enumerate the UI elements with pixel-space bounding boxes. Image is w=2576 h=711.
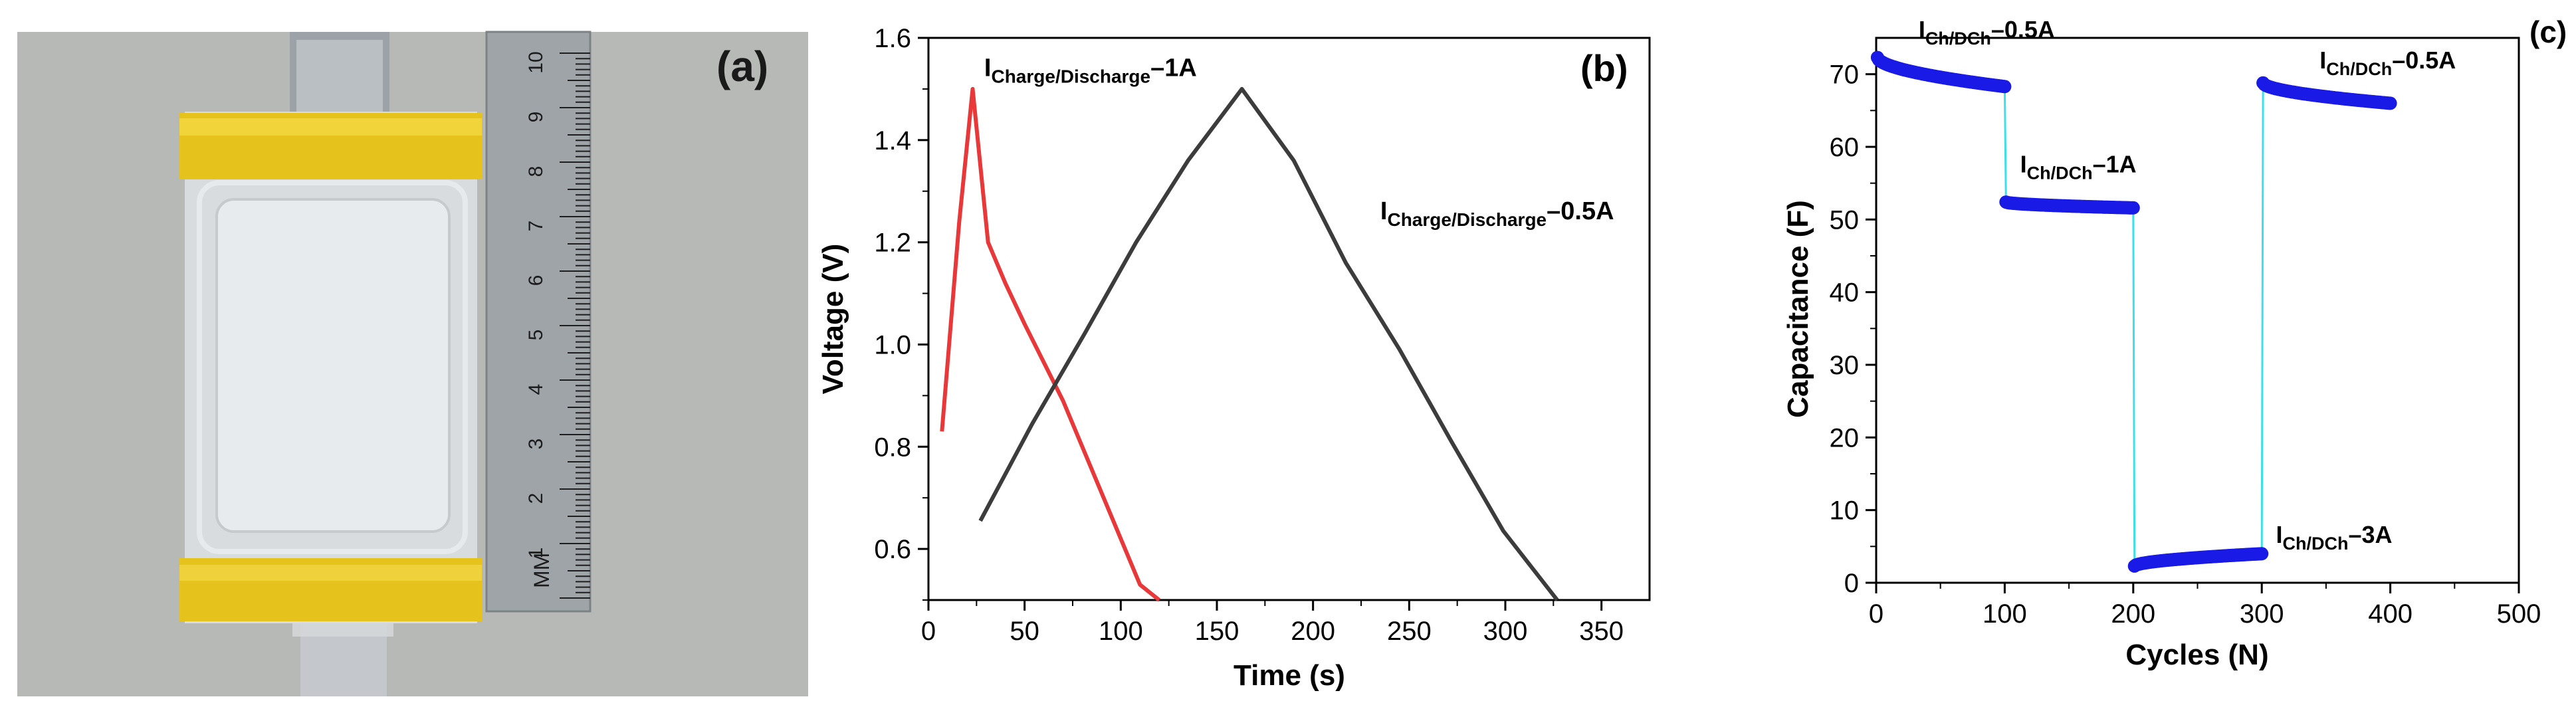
- data-point-0.5A: [2383, 96, 2397, 110]
- x-tick-label-c: 300: [2240, 599, 2284, 629]
- data-point-0.5A: [1998, 80, 2012, 94]
- annotation-b: ICharge/Discharge–1A: [984, 54, 1197, 87]
- y-tick-label-b: 1.2: [874, 229, 911, 258]
- ruler-number: 3: [525, 439, 547, 450]
- panel-c-chart: 0 100 200 300 400 500 0 10 20 30 40 50 60 70 ICh/DCh–…: [1782, 15, 2567, 671]
- series-line-0.5A: [978, 86, 1559, 601]
- y-tick-label-b: 0.6: [874, 535, 911, 564]
- panel-b-chart: 0 50 100 150 200 250 300 3500.60.81.01.21.41.6 …: [817, 24, 1651, 692]
- y-tick-label-c: 50: [1830, 205, 1860, 235]
- data-point-3A: [2255, 547, 2269, 561]
- x-tick-label-c: 200: [2111, 599, 2155, 629]
- x-axis-title-b: Time (s): [1234, 659, 1345, 692]
- segment-connector: [2132, 207, 2136, 566]
- panel-label-a: (a): [716, 43, 768, 90]
- y-tick-label-b: 0.8: [874, 433, 911, 462]
- annotation-b: ICharge/Discharge–0.5A: [1380, 197, 1614, 230]
- annotation-c: ICh/DCh–3A: [2276, 521, 2392, 554]
- y-tick-label-b: 1.6: [874, 24, 911, 53]
- panel-label-b: (b): [1580, 47, 1628, 89]
- pouch-electrode-area: [215, 198, 451, 533]
- ruler: 10 9 8 7 6 5 4 3 2 1 MM: [485, 31, 591, 613]
- x-tick-label-c: 400: [2368, 599, 2413, 629]
- x-tick-label-c: 100: [1983, 599, 2027, 629]
- ruler-number: 6: [525, 275, 547, 286]
- x-tick-label-c: 0: [1869, 599, 1883, 629]
- x-tick-label-b: 50: [1010, 617, 1039, 646]
- annotation-c: ICh/DCh–1A: [2020, 150, 2137, 183]
- x-tick-label-b: 200: [1291, 617, 1335, 646]
- y-tick-label-c: 70: [1830, 60, 1860, 90]
- y-tick-label-c: 0: [1844, 569, 1859, 598]
- x-tick-label-b: 250: [1387, 617, 1432, 646]
- plot-frame-b: [927, 37, 1651, 601]
- y-tick-label-c: 60: [1830, 133, 1860, 162]
- series-line-1A: [940, 86, 1161, 602]
- data-point-1A: [2126, 201, 2140, 215]
- y-tick-label-c: 20: [1830, 423, 1860, 453]
- ruler-number: 9: [525, 112, 547, 123]
- y-tick-label-c: 10: [1830, 496, 1860, 526]
- x-tick-label-c: 500: [2497, 599, 2541, 629]
- x-tick-label-b: 300: [1483, 617, 1528, 646]
- y-tick-label-b: 1.4: [874, 126, 911, 155]
- x-tick-label-b: 150: [1195, 617, 1239, 646]
- y-tick-label-c: 30: [1830, 351, 1860, 380]
- segment-connector: [2260, 82, 2264, 554]
- panel-label-c: (c): [2529, 15, 2567, 49]
- ruler-number: 1: [525, 548, 547, 559]
- panel-a-photo: 10 9 8 7 6 5 4 3 2 1 MM (a): [17, 31, 808, 696]
- ruler-number: 7: [525, 221, 547, 232]
- x-tick-label-b: 100: [1099, 617, 1143, 646]
- x-tick-label-b: 0: [921, 617, 936, 646]
- segment-connector: [2003, 86, 2007, 203]
- ruler-number: 2: [525, 493, 547, 504]
- y-tick-label-c: 40: [1830, 278, 1860, 308]
- ruler-number: 4: [525, 384, 547, 395]
- x-tick-label-b: 350: [1579, 617, 1624, 646]
- x-axis-title-c: Cycles (N): [2125, 639, 2268, 671]
- annotation-c: ICh/DCh–0.5A: [2319, 47, 2456, 79]
- annotation-c: ICh/DCh–0.5A: [1919, 16, 2055, 49]
- y-axis-title-b: Voltage (V): [817, 244, 849, 395]
- plot-frame-c: [1875, 37, 2520, 584]
- ruler-number: 8: [525, 166, 547, 177]
- ruler-number: 10: [525, 51, 547, 73]
- y-tick-label-b: 1.0: [874, 330, 911, 359]
- ruler-number: 5: [525, 330, 547, 341]
- y-axis-title-c: Capacitance (F): [1782, 200, 1814, 418]
- ruler-unit: MM: [530, 553, 554, 588]
